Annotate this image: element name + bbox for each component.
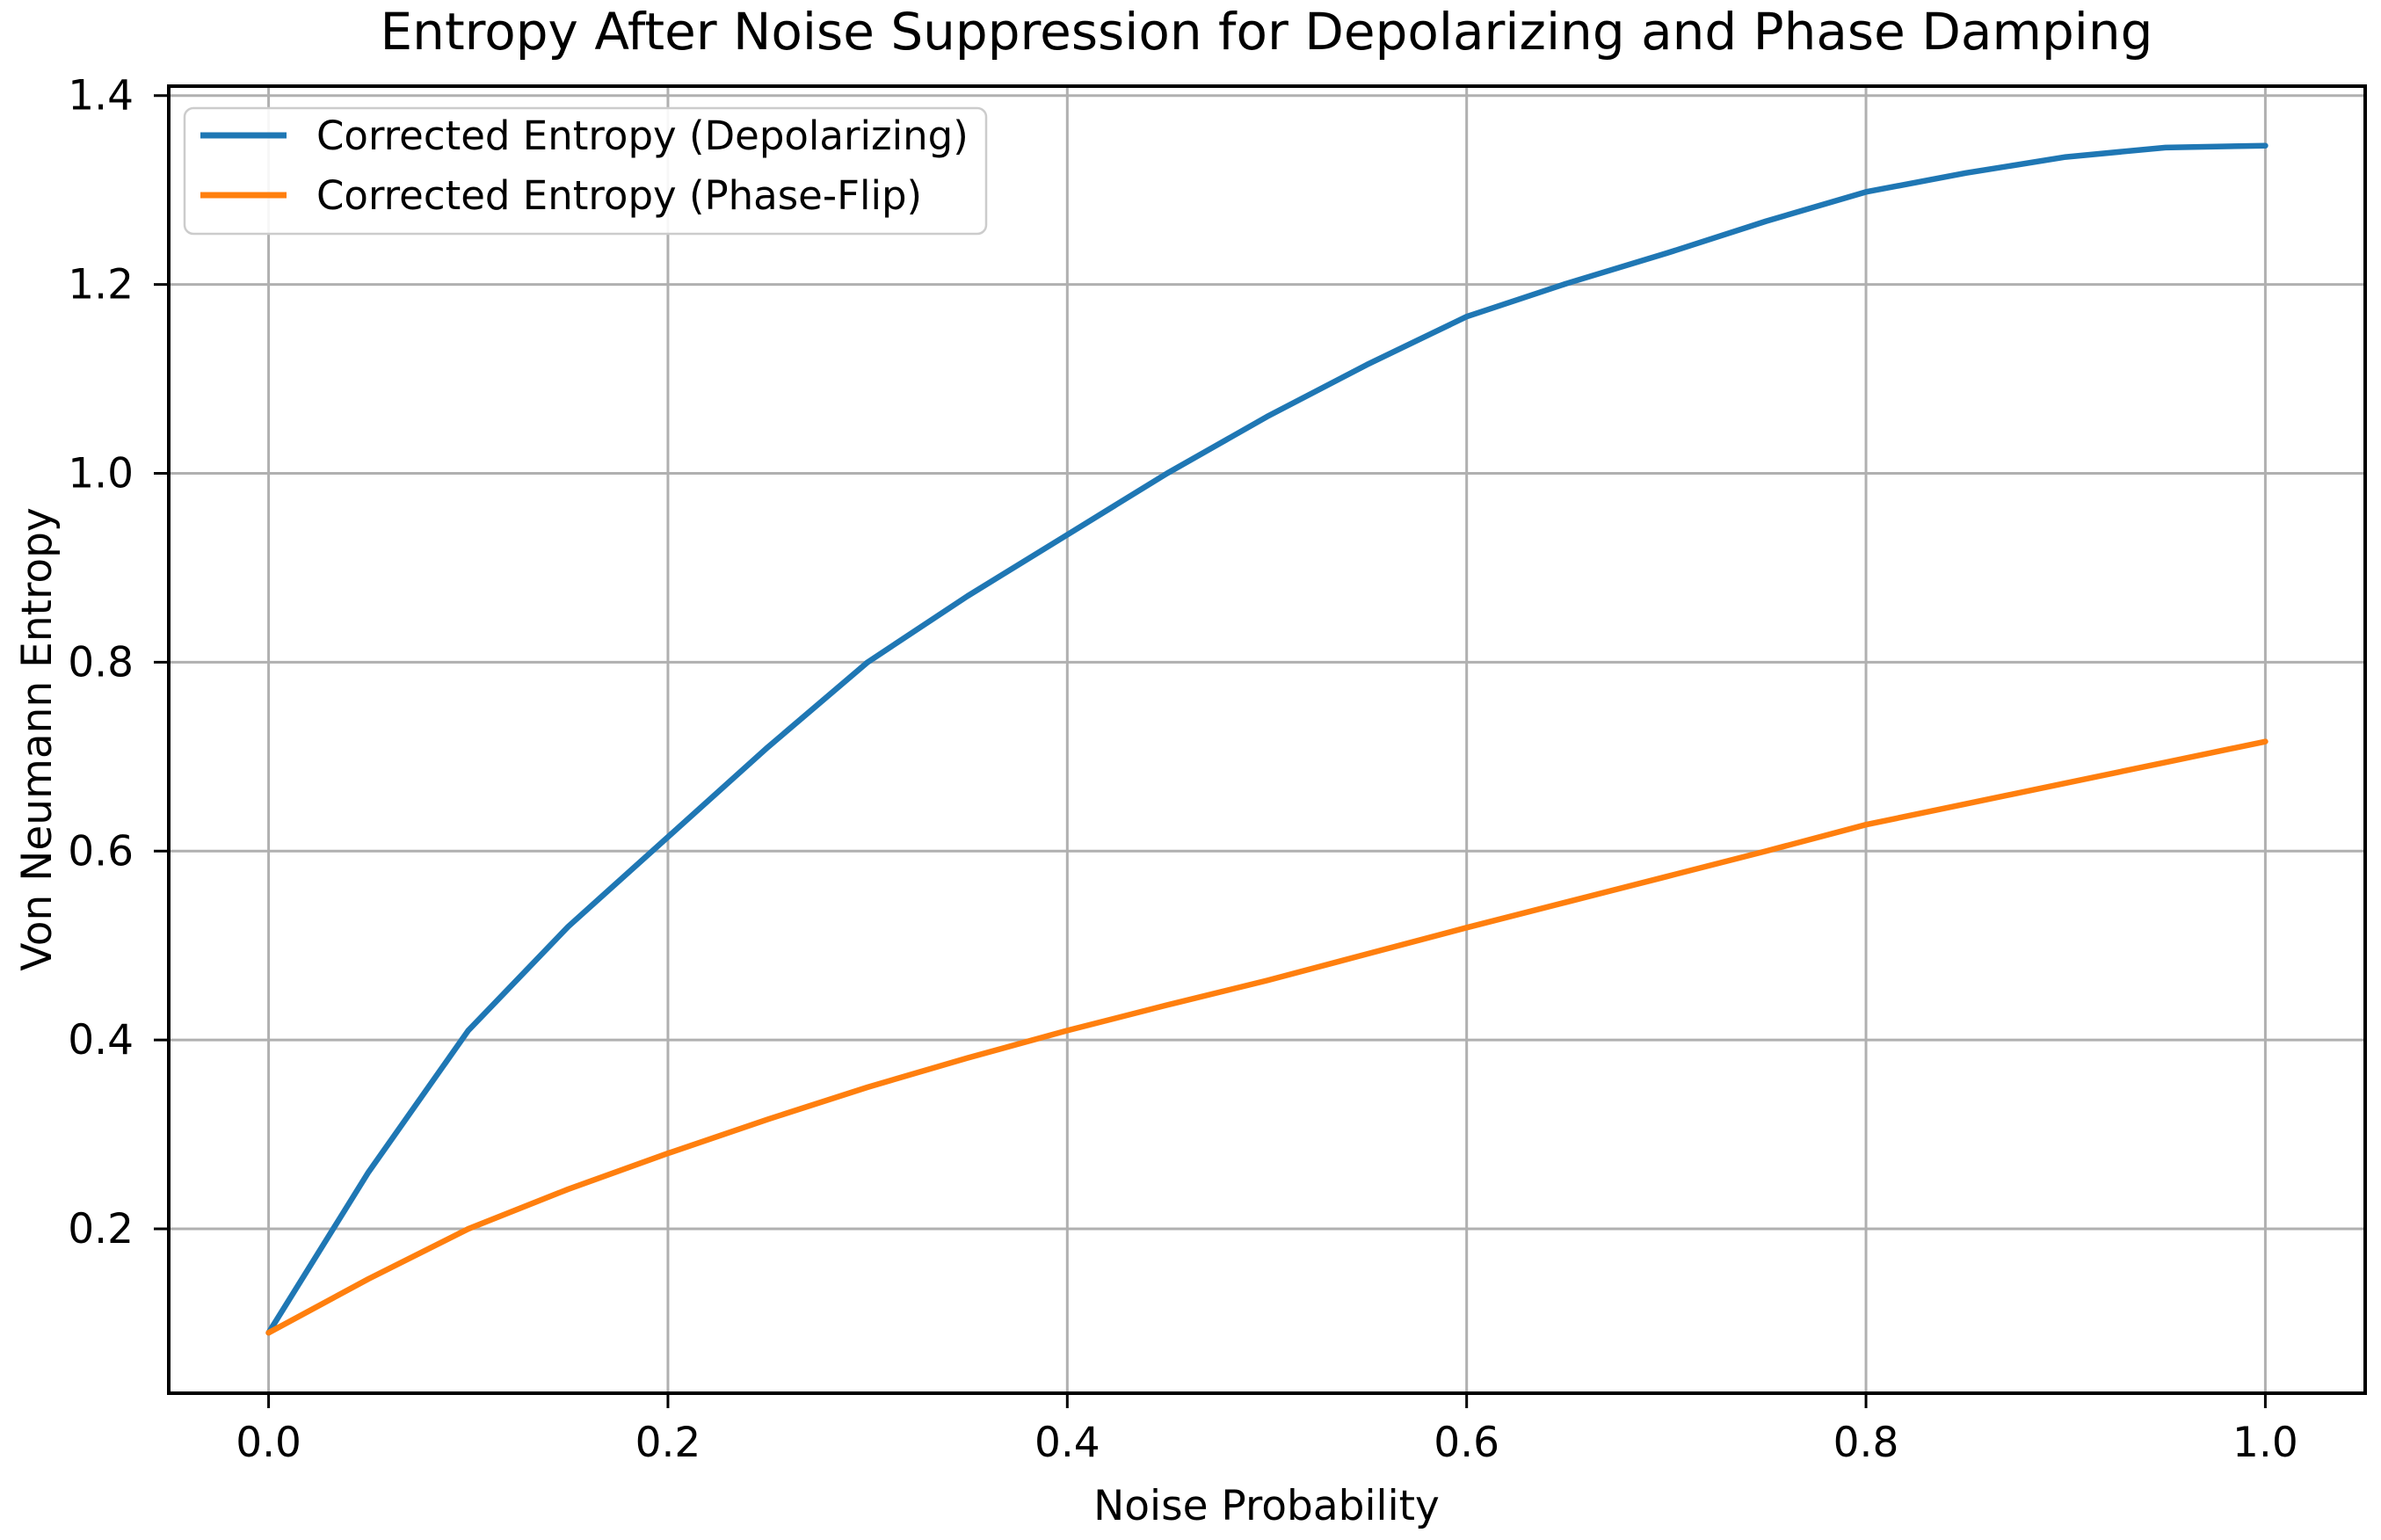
y-tick-label: 0.6 [68,827,134,875]
x-tick-label: 0.8 [1833,1419,1899,1467]
x-tick-label: 0.6 [1434,1419,1499,1467]
y-tick-label: 0.2 [68,1205,134,1253]
x-tick-label: 0.0 [236,1419,301,1467]
y-tick-label: 1.0 [68,450,134,498]
axes-frame [167,84,2367,1395]
tick-marks [154,94,2267,1408]
legend-label: Corrected Entropy (Phase-Flip) [316,172,922,219]
x-axis-label: Noise Probability [1093,1482,1440,1530]
x-tick-label: 0.2 [635,1419,701,1467]
x-tick-label: 0.4 [1034,1419,1100,1467]
x-tick-labels: 0.0 0.2 0.4 0.6 0.8 1.0 [236,1419,2298,1467]
gridlines [169,86,2365,1393]
y-tick-label: 1.2 [68,261,134,309]
series-lines [265,142,2268,1336]
y-tick-labels: 0.2 0.4 0.6 0.8 1.0 1.2 1.4 [68,72,134,1253]
chart-title: Entropy After Noise Suppression for Depo… [381,2,2153,62]
series-line [265,142,2268,1336]
x-tick-label: 1.0 [2232,1419,2298,1467]
legend: Corrected Entropy (Depolarizing) Correcte… [183,106,988,236]
series-line [265,738,2268,1336]
y-tick-label: 0.8 [68,638,134,686]
legend-box [183,106,988,236]
y-tick-label: 0.4 [68,1016,134,1064]
y-axis-label: Von Neumann Entropy [13,507,62,971]
y-tick-label: 1.4 [68,72,134,120]
legend-label: Corrected Entropy (Depolarizing) [316,113,969,159]
